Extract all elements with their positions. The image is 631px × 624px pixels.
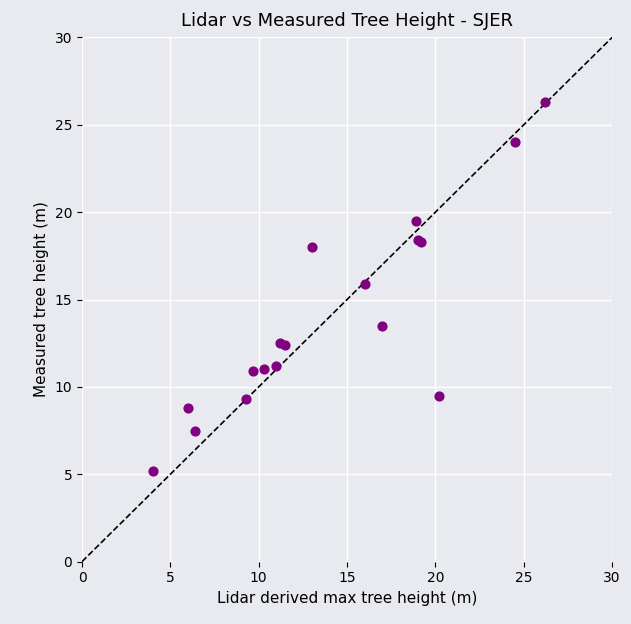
Point <box>190 426 200 436</box>
Point <box>307 242 317 252</box>
Point <box>259 364 269 374</box>
Point <box>271 361 281 371</box>
Point <box>360 279 370 289</box>
Point <box>411 216 421 226</box>
Point <box>510 137 520 147</box>
Point <box>413 235 423 245</box>
Point <box>540 97 550 107</box>
Point <box>183 403 193 413</box>
Point <box>275 338 285 348</box>
Y-axis label: Measured tree height (m): Measured tree height (m) <box>34 202 49 397</box>
Point <box>280 340 290 350</box>
Point <box>148 466 158 475</box>
X-axis label: Lidar derived max tree height (m): Lidar derived max tree height (m) <box>217 591 477 606</box>
Point <box>416 237 427 247</box>
Point <box>249 366 259 376</box>
Point <box>241 394 251 404</box>
Point <box>434 391 444 401</box>
Title: Lidar vs Measured Tree Height - SJER: Lidar vs Measured Tree Height - SJER <box>181 12 513 31</box>
Point <box>377 321 387 331</box>
